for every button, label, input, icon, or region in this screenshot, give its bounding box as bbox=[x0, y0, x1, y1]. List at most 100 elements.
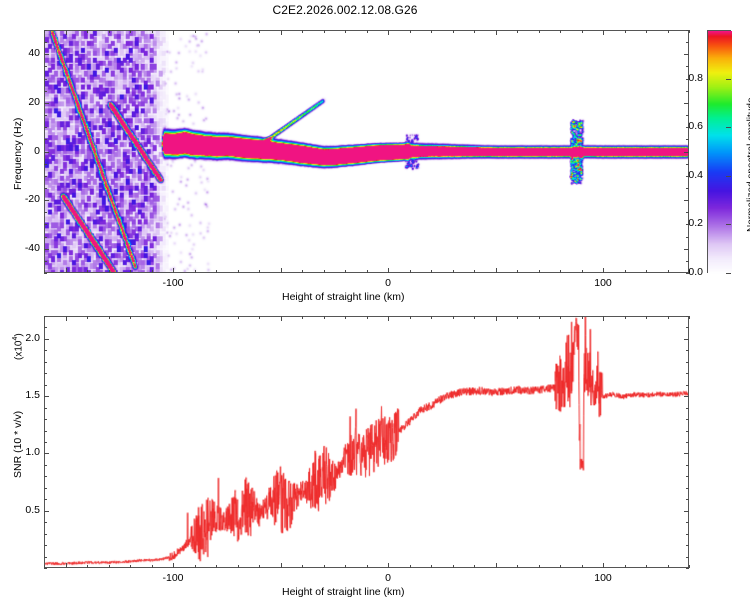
tick-mark bbox=[216, 565, 217, 568]
tick-mark bbox=[194, 316, 196, 319]
colorbar-gradient bbox=[708, 31, 732, 274]
tick-label: -100 bbox=[162, 572, 184, 584]
tick-mark bbox=[686, 127, 689, 129]
tick-mark bbox=[44, 327, 47, 329]
tick-mark bbox=[65, 30, 67, 35]
tick-mark bbox=[686, 476, 689, 478]
tick-mark bbox=[194, 30, 196, 33]
tick-mark bbox=[686, 327, 689, 329]
tick-mark bbox=[44, 139, 47, 141]
tick-mark bbox=[689, 270, 690, 273]
tick-mark bbox=[65, 563, 67, 568]
tick-mark bbox=[44, 316, 47, 317]
spectrogram-canvas bbox=[45, 31, 688, 272]
tick-mark bbox=[474, 270, 475, 273]
tick-mark bbox=[686, 545, 689, 547]
tick-label: 0 bbox=[385, 572, 391, 584]
tick-mark bbox=[237, 30, 239, 33]
tick-mark bbox=[44, 200, 49, 202]
tick-label: 0 bbox=[385, 277, 391, 289]
tick-label: 100 bbox=[594, 277, 612, 289]
tick-mark bbox=[65, 316, 67, 321]
tick-mark bbox=[686, 430, 689, 432]
spectrogram-ylabel: Frequency (Hz) bbox=[12, 117, 24, 190]
tick-mark bbox=[686, 78, 689, 80]
tick-mark bbox=[646, 270, 647, 273]
tick-label: 0 bbox=[34, 144, 40, 157]
tick-mark bbox=[280, 268, 282, 273]
tick-mark bbox=[44, 248, 49, 250]
colorbar bbox=[707, 30, 732, 274]
tick-mark bbox=[44, 487, 47, 489]
tick-mark bbox=[194, 270, 196, 273]
tick-mark bbox=[44, 66, 47, 68]
tick-mark bbox=[686, 66, 689, 68]
tick-mark bbox=[44, 212, 47, 214]
tick-mark bbox=[686, 487, 689, 489]
tick-mark bbox=[216, 30, 217, 33]
tick-mark bbox=[194, 565, 196, 568]
tick-mark bbox=[686, 568, 689, 569]
tick-mark bbox=[237, 316, 239, 319]
tick-mark bbox=[44, 270, 45, 273]
tick-mark bbox=[44, 419, 47, 421]
tick-mark bbox=[667, 316, 669, 319]
tick-mark bbox=[173, 563, 174, 568]
tick-label: 100 bbox=[594, 572, 612, 584]
tick-mark bbox=[686, 212, 689, 214]
spectrogram-panel bbox=[44, 30, 689, 273]
tick-label: 0.0 bbox=[688, 266, 703, 278]
tick-mark bbox=[44, 396, 49, 398]
tick-mark bbox=[388, 30, 389, 35]
tick-mark bbox=[388, 563, 389, 568]
tick-mark bbox=[686, 442, 689, 443]
tick-mark bbox=[684, 453, 689, 455]
tick-mark bbox=[302, 270, 303, 273]
tick-label: 0.6 bbox=[688, 120, 703, 133]
tick-mark bbox=[237, 270, 239, 273]
tick-mark bbox=[452, 565, 454, 568]
tick-mark bbox=[44, 151, 49, 153]
tick-mark bbox=[44, 30, 45, 33]
tick-label: 1.5 bbox=[25, 389, 40, 402]
tick-mark bbox=[108, 316, 110, 319]
tick-mark bbox=[44, 236, 47, 238]
tick-mark bbox=[302, 316, 303, 319]
tick-mark bbox=[44, 453, 49, 455]
tick-mark bbox=[686, 236, 689, 238]
tick-mark bbox=[366, 30, 368, 33]
tick-label: 20 bbox=[28, 95, 40, 108]
tick-mark bbox=[87, 316, 88, 319]
tick-mark bbox=[581, 270, 583, 273]
tick-mark bbox=[44, 464, 47, 466]
tick-mark bbox=[44, 407, 47, 409]
tick-mark bbox=[431, 270, 432, 273]
tick-label: 0.2 bbox=[688, 217, 703, 230]
tick-mark bbox=[686, 373, 689, 375]
tick-mark bbox=[345, 30, 346, 33]
tick-mark bbox=[684, 200, 689, 202]
tick-mark bbox=[345, 270, 346, 273]
tick-mark bbox=[603, 30, 604, 35]
tick-mark bbox=[686, 273, 689, 274]
tick-mark bbox=[44, 175, 47, 177]
tick-mark bbox=[44, 350, 47, 352]
tick-mark bbox=[686, 42, 689, 44]
tick-mark bbox=[474, 565, 475, 568]
spectrogram-xlabel: Height of straight line (km) bbox=[282, 291, 405, 303]
tick-mark bbox=[409, 30, 411, 33]
tick-mark bbox=[130, 565, 131, 568]
tick-mark bbox=[686, 361, 689, 363]
tick-mark bbox=[44, 260, 47, 262]
tick-mark bbox=[44, 568, 47, 569]
tick-mark bbox=[130, 316, 131, 319]
tick-mark bbox=[517, 316, 518, 319]
tick-mark bbox=[44, 115, 47, 117]
tick-mark bbox=[366, 316, 368, 319]
tick-mark bbox=[302, 30, 303, 33]
tick-mark bbox=[130, 30, 131, 33]
tick-mark bbox=[726, 127, 731, 129]
tick-mark bbox=[684, 248, 689, 250]
tick-label: -100 bbox=[162, 277, 184, 289]
